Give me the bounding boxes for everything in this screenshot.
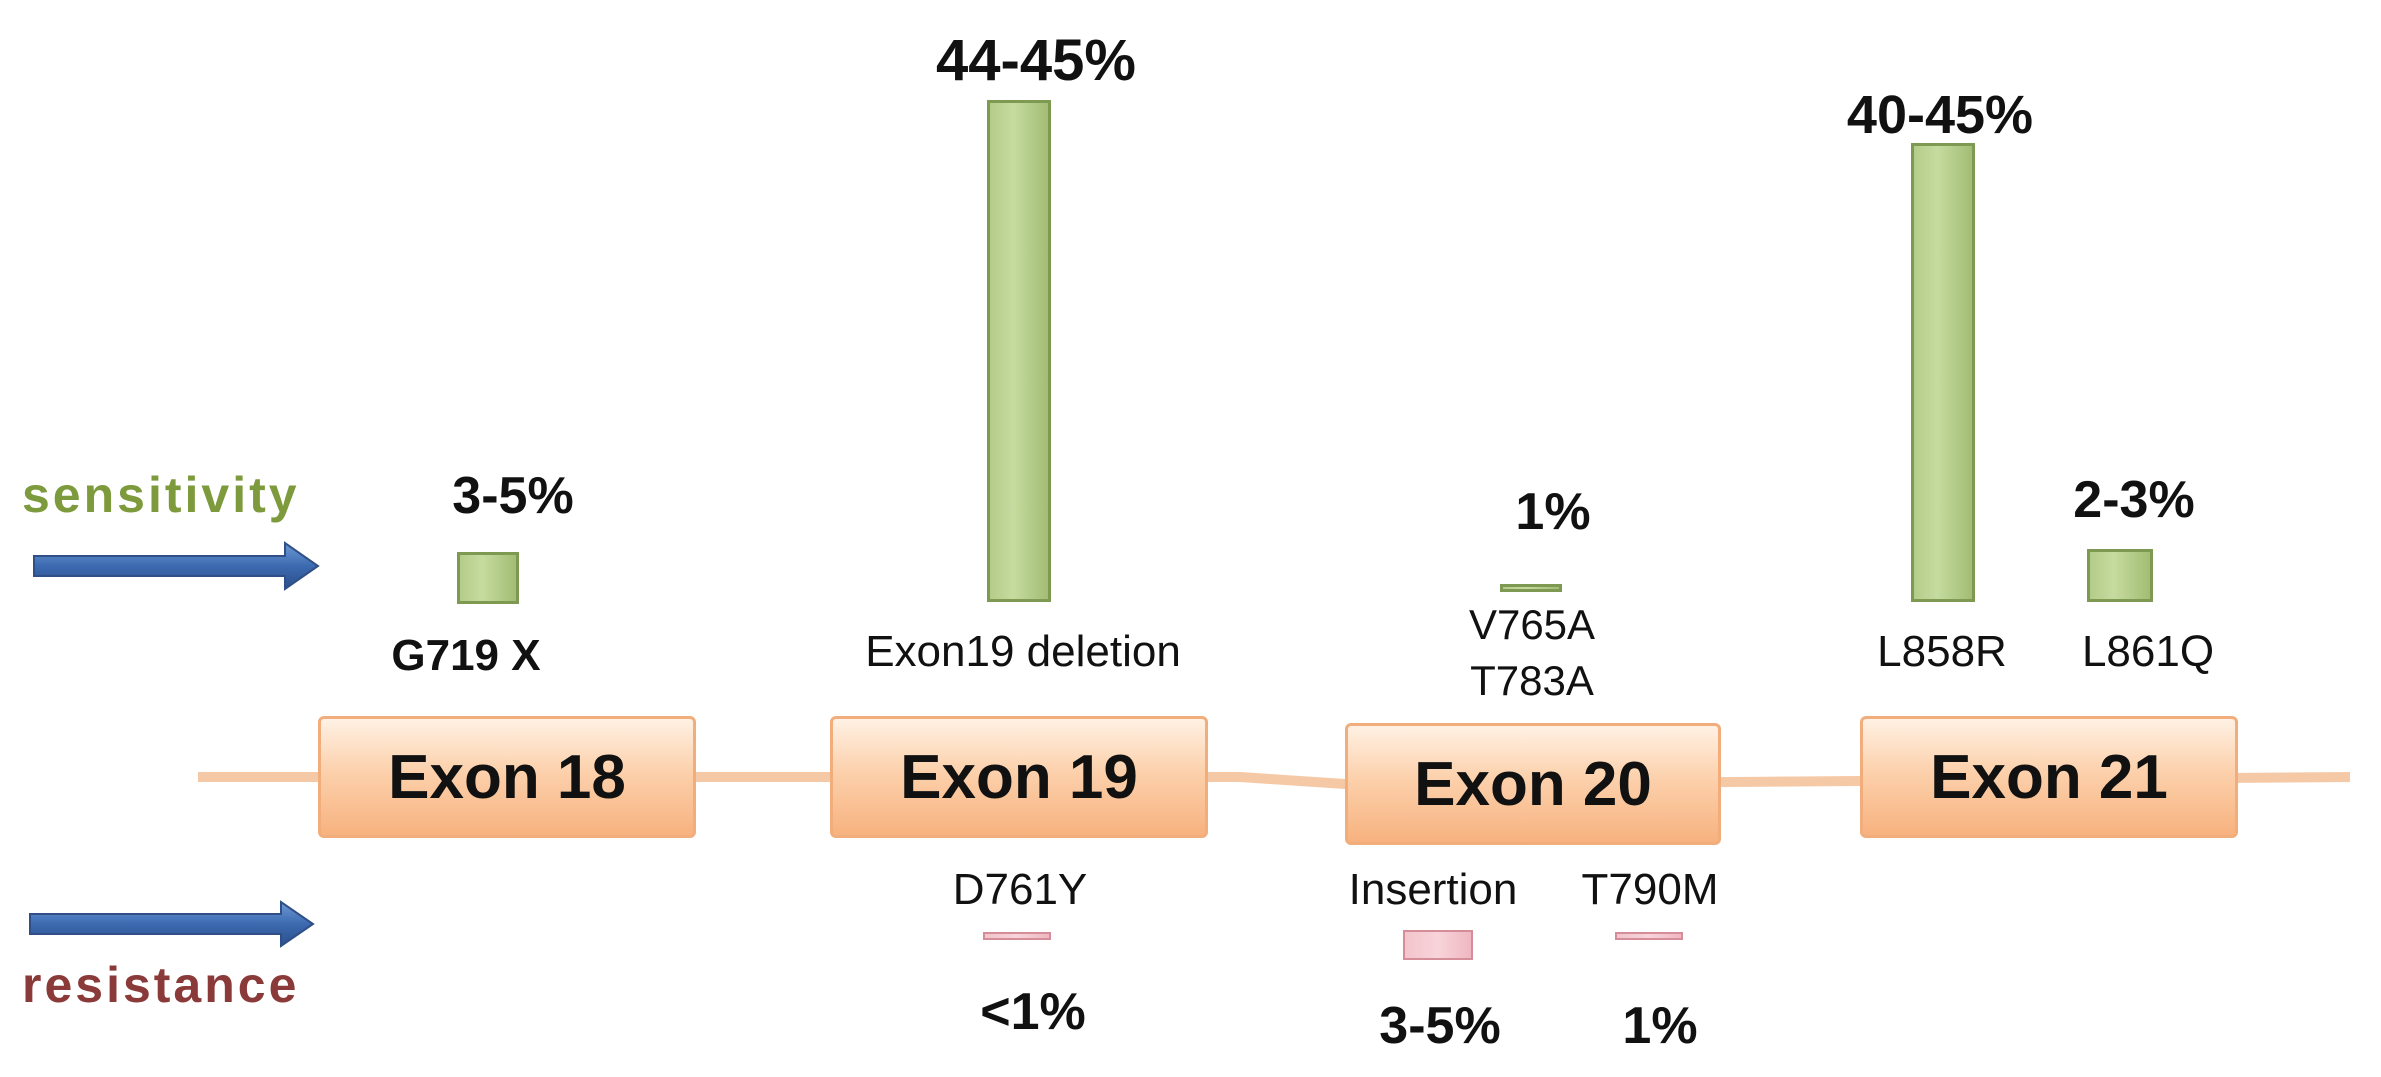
insertion-frequency: 3-5% (1379, 997, 1501, 1055)
exon-20-box: Exon 20 (1345, 723, 1721, 845)
t790m-frequency-bar (1615, 932, 1683, 940)
exon-19-label: Exon 19 (900, 742, 1138, 812)
exon-19-box: Exon 19 (830, 716, 1208, 838)
exon-18-box: Exon 18 (318, 716, 696, 838)
t790m-frequency: 1% (1622, 997, 1698, 1055)
l861q-mutation-label: L861Q (2081, 627, 2215, 676)
d761y-frequency: <1% (980, 983, 1086, 1041)
t783a-mutation-label: T783A (1470, 657, 1594, 704)
exon-21-box: Exon 21 (1860, 716, 2238, 838)
v765a-mutation-label: V765A (1468, 601, 1596, 648)
resistance-arrow (29, 900, 315, 948)
l858r-frequency-bar (1911, 143, 1975, 602)
resistance-label: resistance (22, 957, 300, 1013)
t790m-mutation-label: T790M (1581, 865, 1719, 914)
l861q-frequency-bar (2087, 549, 2153, 602)
exon-21-label: Exon 21 (1930, 742, 2168, 812)
sensitivity-label: sensitivity (22, 467, 300, 523)
g719x-frequency-bar (457, 552, 519, 604)
gene-backbone-line (198, 772, 2351, 791)
g719x-frequency: 3-5% (452, 467, 574, 525)
l861q-frequency: 2-3% (2073, 471, 2195, 529)
g719x-mutation-label: G719 X (391, 631, 541, 680)
d761y-mutation-label: D761Y (952, 865, 1088, 914)
exon19-deletion-frequency: 44-45% (936, 28, 1136, 93)
d761y-frequency-bar (983, 932, 1051, 940)
exon19-deletion-mutation-label: Exon19 deletion (865, 627, 1181, 676)
v765a-t783a-frequency-bar (1500, 584, 1562, 592)
exon-20-label: Exon 20 (1414, 749, 1652, 819)
l858r-mutation-label: L858R (1877, 627, 2007, 676)
sensitivity-arrow (33, 541, 320, 591)
insertion-frequency-bar (1403, 930, 1473, 960)
exon19-deletion-frequency-bar (987, 100, 1051, 602)
exon-18-label: Exon 18 (388, 742, 626, 812)
v765a-t783a-frequency: 1% (1515, 483, 1591, 541)
insertion-mutation-label: Insertion (1348, 865, 1518, 914)
l858r-frequency: 40-45% (1846, 85, 2034, 145)
